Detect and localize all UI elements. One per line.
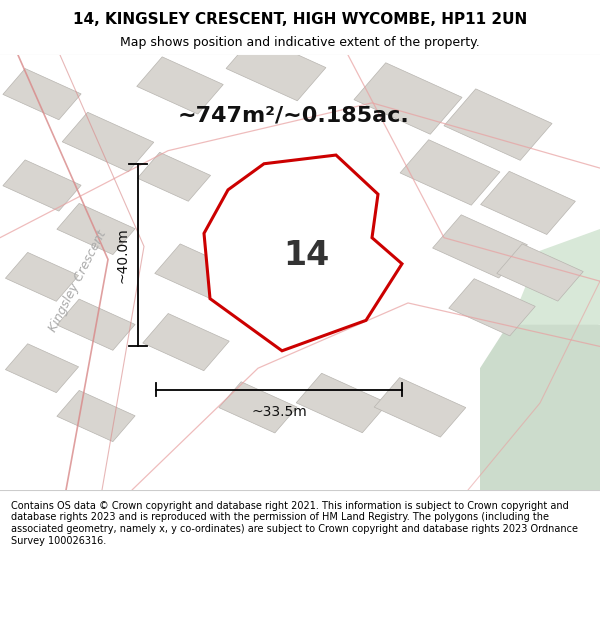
Polygon shape bbox=[143, 314, 229, 371]
Text: Map shows position and indicative extent of the property.: Map shows position and indicative extent… bbox=[120, 36, 480, 49]
Polygon shape bbox=[5, 344, 79, 392]
Polygon shape bbox=[57, 391, 135, 442]
Polygon shape bbox=[433, 215, 527, 278]
Polygon shape bbox=[497, 244, 583, 301]
Text: Contains OS data © Crown copyright and database right 2021. This information is : Contains OS data © Crown copyright and d… bbox=[11, 501, 578, 546]
Text: ~747m²/~0.185ac.: ~747m²/~0.185ac. bbox=[178, 106, 410, 126]
Text: 14: 14 bbox=[283, 239, 329, 272]
Polygon shape bbox=[5, 253, 79, 301]
Polygon shape bbox=[57, 203, 135, 254]
Text: 14, KINGSLEY CRESCENT, HIGH WYCOMBE, HP11 2UN: 14, KINGSLEY CRESCENT, HIGH WYCOMBE, HP1… bbox=[73, 12, 527, 27]
Polygon shape bbox=[3, 160, 81, 211]
Polygon shape bbox=[296, 373, 388, 432]
Polygon shape bbox=[3, 69, 81, 120]
Polygon shape bbox=[354, 62, 462, 134]
Polygon shape bbox=[219, 382, 297, 433]
Polygon shape bbox=[374, 378, 466, 437]
Polygon shape bbox=[449, 279, 535, 336]
Polygon shape bbox=[480, 303, 600, 490]
Polygon shape bbox=[481, 171, 575, 234]
Text: ~33.5m: ~33.5m bbox=[251, 405, 307, 419]
Polygon shape bbox=[137, 152, 211, 201]
Polygon shape bbox=[137, 57, 223, 114]
Polygon shape bbox=[226, 36, 326, 101]
Polygon shape bbox=[155, 244, 241, 301]
Text: ~40.0m: ~40.0m bbox=[115, 228, 129, 283]
Polygon shape bbox=[400, 140, 500, 205]
Polygon shape bbox=[62, 112, 154, 172]
Text: Kingsley Crescent: Kingsley Crescent bbox=[47, 228, 109, 334]
Polygon shape bbox=[510, 229, 600, 325]
Polygon shape bbox=[204, 155, 402, 351]
Polygon shape bbox=[444, 89, 552, 161]
Polygon shape bbox=[57, 299, 135, 350]
